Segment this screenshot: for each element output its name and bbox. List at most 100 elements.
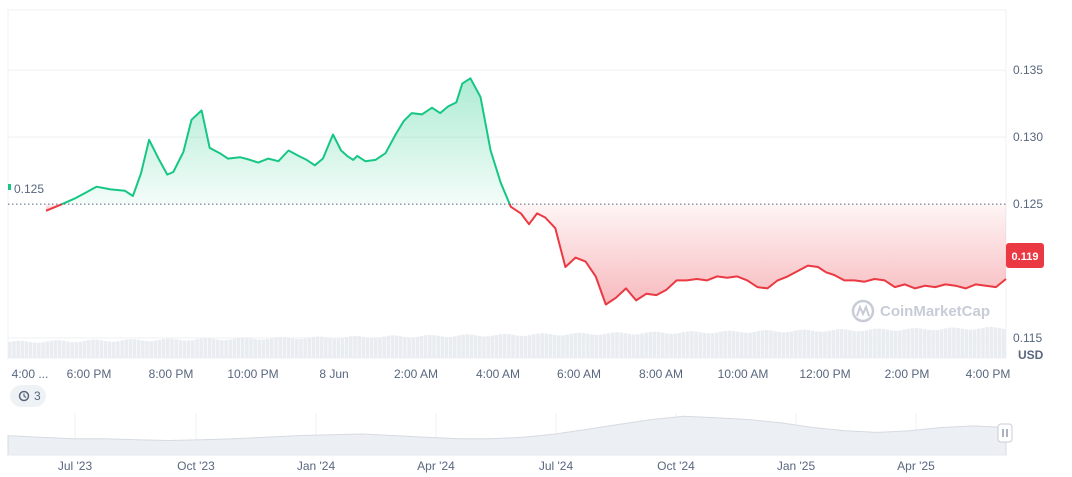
volume-bar [823,331,827,358]
volume-bar [16,340,20,358]
y-tick-label: 0.130 [1013,130,1043,144]
volume-bar [785,332,790,358]
volume-bar [315,336,320,358]
navigator-tick-label: Jan '24 [297,459,336,473]
volume-bar [511,334,515,358]
volume-bar [303,338,307,358]
volume-bar [819,331,823,358]
volume-bar [145,341,149,358]
volume-bar [444,336,449,358]
volume-bar [827,330,831,358]
volume-bar [956,327,960,358]
volume-bar [947,327,952,358]
volume-bar [885,329,890,358]
x-tick-label: 6:00 AM [557,367,601,381]
volume-bar [448,336,453,358]
x-tick-label: 10:00 AM [718,367,769,381]
volume-bar [432,335,436,358]
volume-bar [1002,328,1006,358]
volume-bar [931,330,935,358]
volume-bar [710,333,715,358]
volume-bar [195,339,199,358]
volume-bar [324,337,328,358]
x-tick-label: 4:00 AM [476,367,520,381]
volume-bar [344,337,349,358]
volume-bar [403,337,407,358]
volume-bar [981,327,985,358]
volume-bar [498,334,503,358]
volume-bar [340,337,345,358]
volume-bar [652,331,657,358]
volume-bar [598,334,603,358]
volume-bar [116,341,120,358]
volume-bar [207,338,212,358]
volume-bar [698,332,702,358]
volume-bar [91,339,95,358]
volume-bar [190,340,195,358]
history-count: 3 [34,389,41,403]
volume-bar [473,335,478,358]
volume-bar [677,333,682,358]
volume-bar [415,336,420,358]
volume-bar [781,332,786,358]
volume-bar [469,334,474,358]
volume-bar [648,331,653,358]
volume-bar [428,334,432,358]
volume-bar [369,338,374,358]
y-tick-label: 0.135 [1013,63,1043,77]
navigator-tick-label: Apr '25 [897,459,935,473]
volume-bar [245,337,249,358]
volume-bar [602,334,607,358]
volume-bar [997,328,1002,358]
volume-bar [673,333,678,358]
x-tick-label: 4:00 PM [966,367,1011,381]
x-tick-label: 4:00 ... [12,367,49,381]
volume-bar [49,340,54,358]
volume-bar [265,339,270,358]
volume-bar [328,338,332,358]
volume-bar [814,331,819,358]
volume-bar [831,329,836,358]
volume-bar [423,335,428,358]
volume-bar [249,338,253,358]
x-tick-label: 12:00 PM [799,367,850,381]
volume-bar [149,341,154,358]
x-tick-label: 2:00 PM [885,367,930,381]
volume-bar [685,331,690,358]
navigator-handle[interactable] [997,423,1013,443]
volume-bar [619,332,623,358]
volume-bar [494,334,499,358]
volume-bar [964,329,969,358]
volume-bar [62,340,66,358]
volume-bar [706,333,711,358]
volume-bar [357,336,361,358]
volume-bar [45,341,50,358]
volume-bar [41,342,45,358]
volume-bar [623,333,628,358]
volume-bar [95,339,99,358]
volume-bar [128,339,133,358]
volume-bar [353,335,357,358]
volume-bar [286,337,291,358]
volume-bar [232,338,237,358]
volume-bar [615,332,619,358]
volume-bar [220,340,224,358]
x-tick-label: 8:00 AM [639,367,683,381]
volume-bar [170,338,174,358]
range-navigator[interactable]: Jul '23 Oct '23 Jan '24 Apr '24 Jul '24 Oct '… [7,413,1013,473]
volume-bar [319,336,324,358]
volume-bar [898,330,902,358]
area-above-baseline [62,78,510,205]
volume-bar [769,330,773,358]
volume-bar [644,332,648,358]
volume-bar [719,331,723,358]
volume-bar [627,333,632,358]
volume-bar [253,339,257,358]
volume-bar [53,340,58,358]
x-tick-label: 8:00 PM [149,367,194,381]
volume-bar [74,342,79,358]
volume-bar [386,335,391,358]
history-badge[interactable]: 3 [10,385,46,407]
volume-bar [536,333,540,358]
